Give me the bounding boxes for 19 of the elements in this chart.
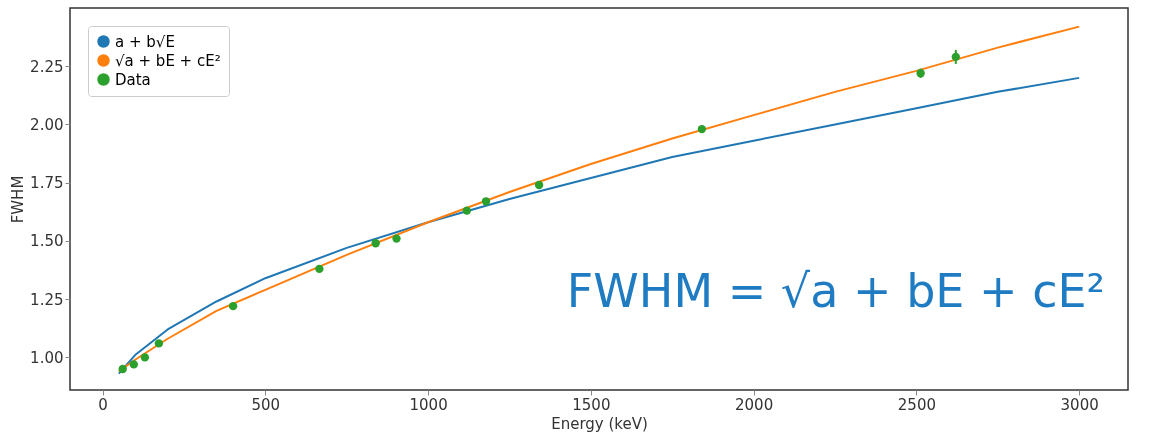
y-tick-label: 1.75 <box>30 174 64 193</box>
x-tick-label: 2500 <box>897 395 936 414</box>
x-tick-label: 1500 <box>572 395 611 414</box>
y-axis-title: FWHM <box>9 175 28 224</box>
annotation: FWHM = √a + bE + cE² <box>566 264 1105 318</box>
x-tick-label: 2000 <box>735 395 774 414</box>
legend-label: a + b√E <box>115 32 175 51</box>
x-tick-label: 0 <box>98 395 108 414</box>
y-tick-label: 1.25 <box>30 290 64 309</box>
x-tick-label: 3000 <box>1060 395 1099 414</box>
x-tick-label: 1000 <box>409 395 448 414</box>
x-tick-label: 500 <box>251 395 281 414</box>
x-axis-title: Energy (keV) <box>551 414 648 433</box>
y-tick-label: 2.00 <box>30 115 64 134</box>
legend-label: √a + bE + cE² <box>115 51 221 70</box>
y-tick-label: 2.25 <box>30 57 64 76</box>
y-tick-label: 1.00 <box>30 348 64 367</box>
y-tick-label: 1.50 <box>30 232 64 251</box>
legend-label: Data <box>115 70 151 89</box>
